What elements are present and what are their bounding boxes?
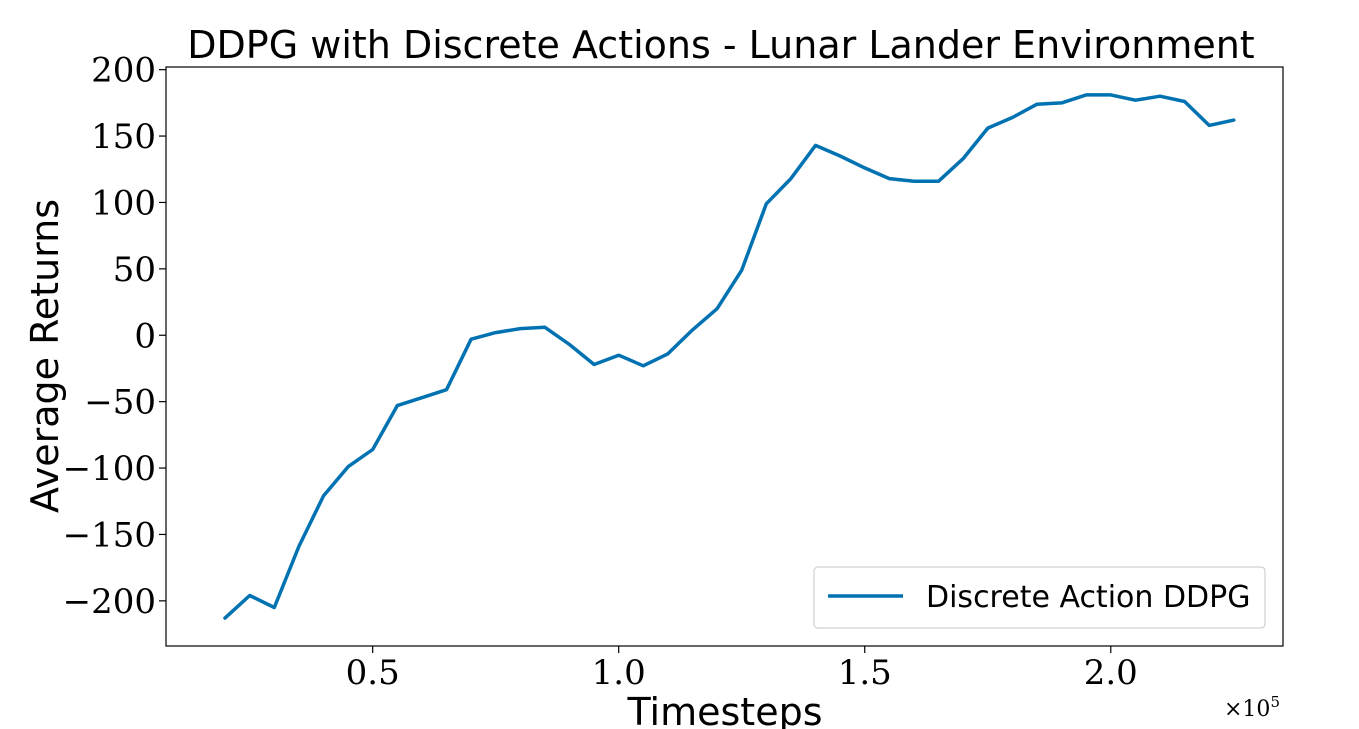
x-tick-label: 1.0 (592, 653, 646, 693)
y-tick-label: −150 (63, 515, 156, 555)
legend-label: Discrete Action DDPG (926, 580, 1250, 615)
y-axis-label: Average Returns (23, 199, 67, 513)
x-multiplier-exponent: 5 (1270, 693, 1280, 711)
x-tick-label: 2.0 (1084, 653, 1138, 693)
series-layer (223, 93, 1236, 620)
y-axis: 200 150 100 50 0 −50 −100 −150 −200 (63, 51, 166, 622)
y-tick-label: 0 (134, 316, 156, 356)
legend-box (813, 566, 1266, 629)
x-multiplier-base: ×10 (1224, 697, 1270, 722)
y-tick-label: −100 (63, 449, 156, 489)
x-axis-label: Timesteps (627, 690, 823, 729)
y-tick-label: −200 (63, 582, 156, 622)
series-line-0 (223, 93, 1236, 620)
x-tick-label: 0.5 (346, 653, 400, 693)
x-axis-multiplier: ×105 (1224, 693, 1280, 722)
y-tick-label: 200 (91, 51, 156, 91)
plot-area (165, 66, 1284, 647)
y-tick-label: 100 (91, 183, 156, 223)
legend: Discrete Action DDPG (813, 566, 1266, 629)
y-tick-label: −50 (84, 383, 156, 423)
x-tick-label: 1.5 (838, 653, 892, 693)
x-axis: 0.5 1.0 1.5 2.0 (346, 646, 1138, 693)
y-tick-label: 50 (113, 250, 156, 290)
y-tick-label: 150 (91, 117, 156, 157)
chart-title: DDPG with Discrete Actions - Lunar Lande… (187, 23, 1254, 67)
